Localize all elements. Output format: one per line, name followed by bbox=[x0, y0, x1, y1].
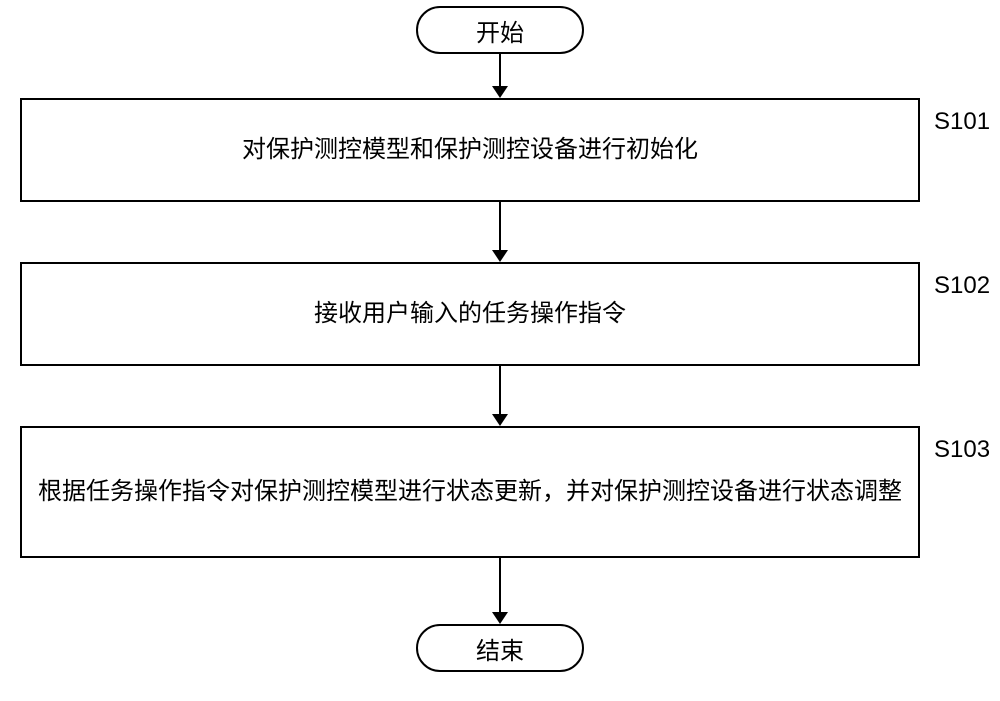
start-label: 开始 bbox=[476, 13, 524, 48]
process-s103: 根据任务操作指令对保护测控模型进行状态更新，并对保护测控设备进行状态调整 bbox=[20, 426, 920, 558]
process-s102: 接收用户输入的任务操作指令 bbox=[20, 262, 920, 366]
step-label-s102: S102 bbox=[934, 272, 990, 300]
step-label-s101: S101 bbox=[934, 108, 990, 136]
process-s103-text: 根据任务操作指令对保护测控模型进行状态更新，并对保护测控设备进行状态调整 bbox=[38, 474, 902, 510]
process-s101: 对保护测控模型和保护测控设备进行初始化 bbox=[20, 98, 920, 202]
end-label: 结束 bbox=[476, 631, 524, 666]
step-label-s103: S103 bbox=[934, 436, 990, 464]
process-s101-text: 对保护测控模型和保护测控设备进行初始化 bbox=[242, 132, 698, 168]
process-s102-text: 接收用户输入的任务操作指令 bbox=[314, 296, 626, 332]
start-node: 开始 bbox=[416, 6, 584, 54]
end-node: 结束 bbox=[416, 624, 584, 672]
flowchart-canvas: 开始 对保护测控模型和保护测控设备进行初始化 S101 接收用户输入的任务操作指… bbox=[0, 0, 1000, 701]
